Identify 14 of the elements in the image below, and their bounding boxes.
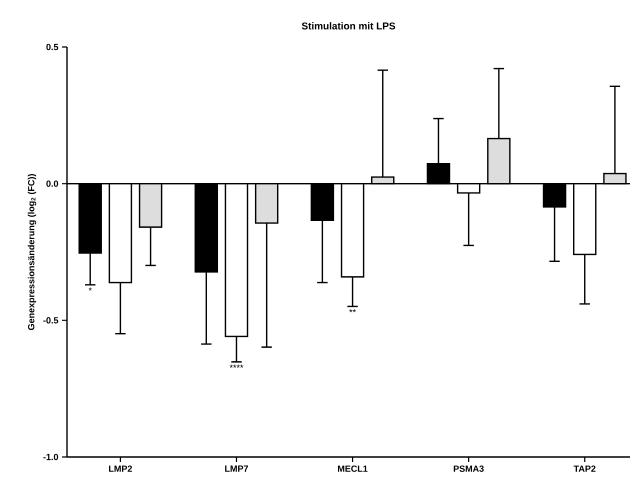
x-tick-label: TAP2 bbox=[574, 466, 596, 472]
y-tick-label: 0.0 bbox=[46, 180, 58, 187]
x-tick-label: MECL1 bbox=[338, 466, 368, 472]
annotation: ** bbox=[349, 309, 356, 312]
y-tick-label: -1.0 bbox=[43, 454, 58, 460]
y-axis-title: Genexpressionsänderung (log$_{2}$ (FC)) bbox=[28, 174, 36, 330]
y-tick-label: 0.5 bbox=[46, 44, 58, 50]
chart-title: Stimulation mit LPS bbox=[302, 22, 396, 30]
annotation: **** bbox=[230, 364, 244, 368]
x-tick-label: LMP7 bbox=[225, 466, 248, 472]
annotation: * bbox=[88, 287, 92, 291]
y-tick-label: -0.5 bbox=[43, 317, 58, 324]
x-tick-label: PSMA3 bbox=[454, 466, 484, 472]
x-tick-label: LMP2 bbox=[109, 466, 132, 472]
